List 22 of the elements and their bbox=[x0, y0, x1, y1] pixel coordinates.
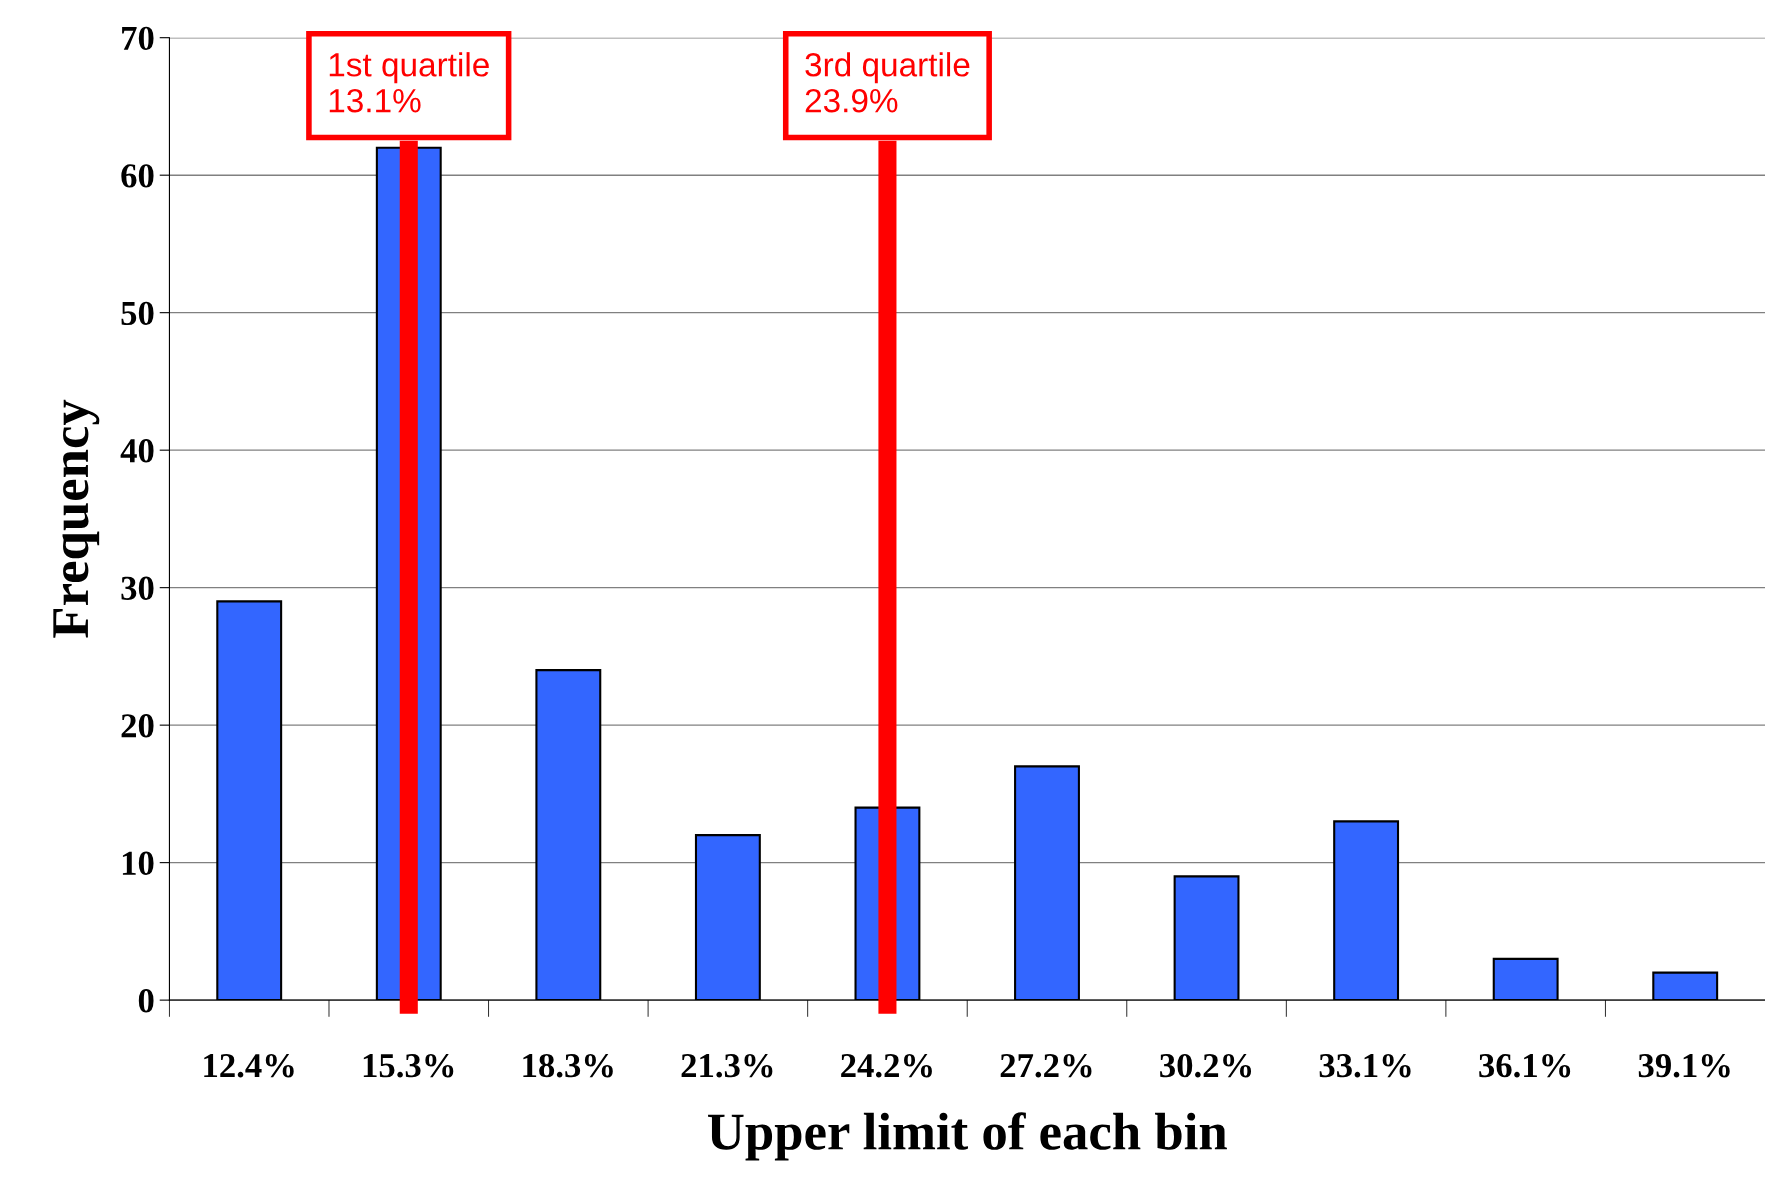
ref-line-label: 1st quartile 13.1% bbox=[329, 52, 489, 113]
y-tick-label: 60 bbox=[121, 164, 154, 188]
x-tick-label: 18.3% bbox=[523, 1053, 613, 1078]
x-tick-label: 21.3% bbox=[681, 1053, 773, 1078]
y-tick-label: 20 bbox=[121, 714, 154, 738]
x-tick-label: 12.4% bbox=[204, 1053, 294, 1078]
x-tick-label: 27.2% bbox=[1000, 1053, 1092, 1078]
x-tick-label: 36.1% bbox=[1479, 1053, 1571, 1078]
y-tick-label: 50 bbox=[121, 301, 154, 326]
y-axis-title: Frequency bbox=[53, 399, 100, 638]
y-tick-label: 70 bbox=[122, 26, 154, 51]
y-tick-label: 10 bbox=[122, 851, 154, 876]
x-tick-label: 24.2% bbox=[841, 1053, 932, 1078]
ref-line-label: 3rd quartile 23.9% bbox=[805, 52, 970, 113]
y-tick-label: 30 bbox=[121, 576, 154, 601]
y-tick-label: 40 bbox=[120, 439, 154, 463]
x-axis-title: Upper limit of each bin bbox=[708, 1112, 1227, 1161]
x-tick-label: 33.1% bbox=[1319, 1053, 1411, 1078]
x-tick-label: 39.1% bbox=[1638, 1053, 1730, 1078]
y-tick-label: 0 bbox=[138, 989, 154, 1013]
x-tick-label: 30.2% bbox=[1160, 1053, 1252, 1078]
x-tick-label: 15.3% bbox=[363, 1053, 454, 1078]
